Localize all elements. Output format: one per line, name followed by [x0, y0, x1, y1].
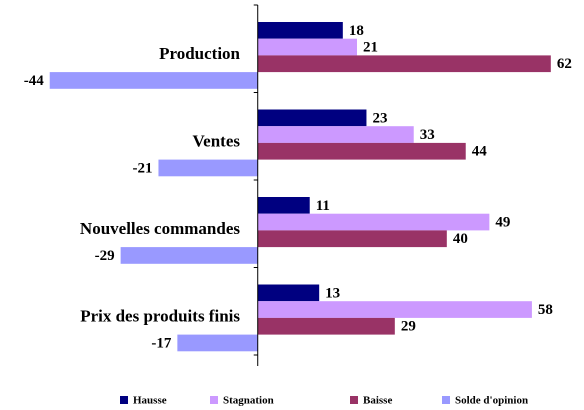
bar: [120, 247, 258, 264]
legend-label: Solde d'opinion: [455, 395, 528, 407]
bar: [257, 284, 320, 302]
category-label: Prix des produits finis: [80, 306, 240, 325]
bar: [257, 109, 367, 127]
bar: [49, 72, 258, 89]
bar: [257, 126, 414, 143]
bar: [257, 55, 551, 73]
value-label: 21: [363, 39, 378, 55]
legend-label: Stagnation: [223, 395, 274, 407]
value-label: 40: [453, 231, 468, 247]
bar: [257, 22, 343, 39]
value-label: 49: [495, 214, 510, 230]
bar: [158, 159, 258, 177]
bar: [257, 317, 395, 335]
legend-swatch: [210, 396, 218, 404]
legend-label: Hausse: [133, 395, 167, 407]
value-label: -29: [95, 248, 115, 264]
bar: [177, 334, 258, 352]
value-label: 58: [538, 302, 553, 318]
legend-swatch: [350, 396, 358, 404]
legend-swatch: [120, 396, 128, 404]
value-label: 29: [401, 319, 416, 335]
bar: [257, 197, 310, 214]
legend-swatch: [442, 396, 450, 404]
value-label: -21: [132, 160, 152, 176]
value-label: -44: [24, 73, 44, 89]
bar: [257, 230, 447, 248]
value-label: -17: [151, 335, 171, 351]
value-label: 44: [472, 144, 488, 160]
bar: [257, 213, 490, 231]
value-label: 23: [372, 110, 387, 126]
bar: [257, 142, 466, 160]
value-label: 33: [420, 127, 435, 143]
legend-label: Baisse: [363, 395, 392, 407]
bar: [257, 38, 357, 56]
category-label: Nouvelles commandes: [80, 219, 240, 238]
value-label: 13: [325, 285, 340, 301]
value-label: 18: [349, 23, 364, 39]
value-label: 62: [557, 56, 572, 72]
bar: [257, 301, 532, 318]
category-label: Ventes: [192, 131, 240, 150]
category-label: Production: [159, 44, 240, 63]
value-label: 11: [316, 198, 330, 214]
